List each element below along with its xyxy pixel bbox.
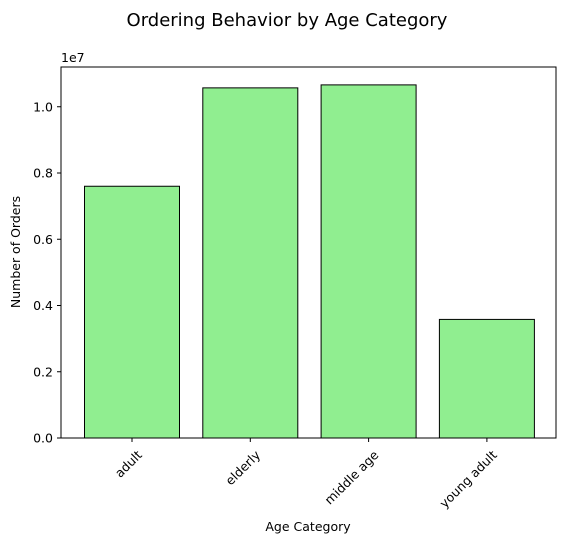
x-tick-label: elderly xyxy=(222,447,263,488)
y-tick-label: 1.0 xyxy=(33,99,53,114)
y-tick-label: 0.4 xyxy=(33,298,53,313)
y-tick-label: 0.6 xyxy=(33,232,53,247)
plot-area xyxy=(60,66,557,439)
y-tick-label: 0.8 xyxy=(33,166,53,181)
bar-middle-age xyxy=(320,84,417,439)
x-axis-label: Age Category xyxy=(265,519,351,534)
chart-title: Ordering Behavior by Age Category xyxy=(127,10,448,31)
x-tick-label: middle age xyxy=(321,447,381,507)
x-axis: adult elderly middle age young adult xyxy=(112,438,500,511)
y-axis: 0.0 0.2 0.4 0.6 0.8 1.0 xyxy=(33,99,61,446)
plot-frame xyxy=(60,66,557,439)
x-tick-label: adult xyxy=(112,447,145,480)
y-axis-offset-label: 1e7 xyxy=(61,50,85,65)
bar-young-adult xyxy=(438,318,535,439)
bars-layer xyxy=(84,84,535,439)
bar-adult xyxy=(84,185,180,439)
y-axis-label: Number of Orders xyxy=(8,196,23,308)
y-tick-label: 0.0 xyxy=(33,431,53,446)
x-tick-label: young adult xyxy=(436,447,499,510)
bar-elderly xyxy=(202,87,299,439)
y-tick-label: 0.2 xyxy=(33,364,53,379)
